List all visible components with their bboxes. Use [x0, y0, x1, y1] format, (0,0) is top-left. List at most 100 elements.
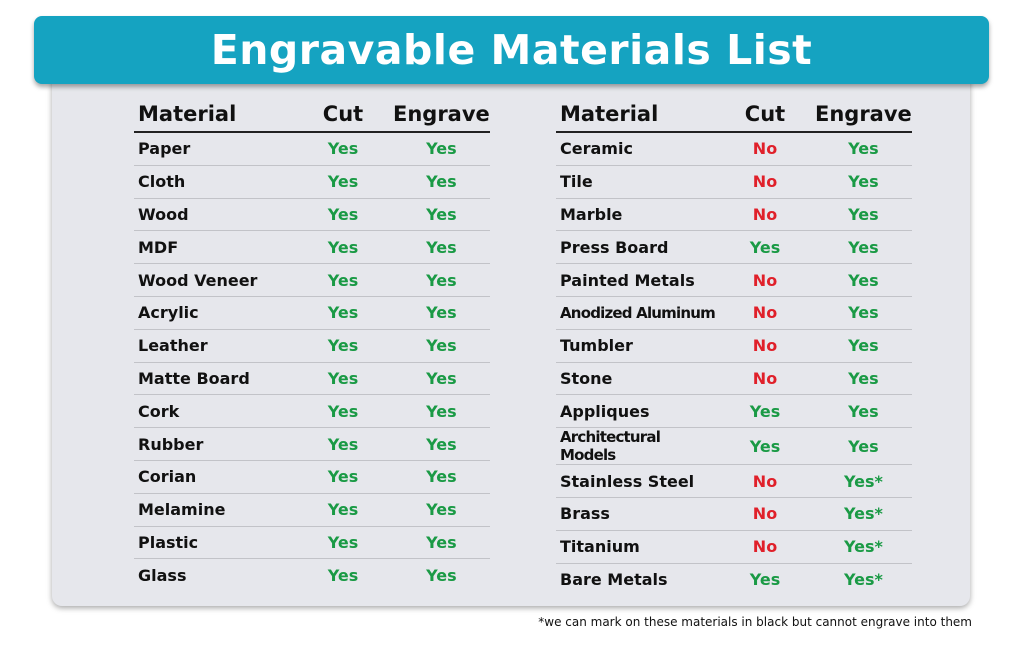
cut-cell: Yes	[293, 362, 393, 396]
cut-cell: No	[715, 165, 815, 199]
cut-cell: Yes	[293, 460, 393, 494]
cut-cell: No	[715, 362, 815, 396]
material-cell: Wood Veneer	[134, 263, 293, 297]
engrave-cell: Yes	[815, 263, 912, 297]
table-row: Tumbler No Yes	[556, 329, 912, 363]
material-cell: Acrylic	[134, 296, 293, 330]
column-header-engrave: Engrave	[815, 96, 912, 133]
table-row: Stainless Steel No Yes*	[556, 464, 912, 498]
table-row: Brass No Yes*	[556, 497, 912, 531]
material-cell: Stone	[556, 362, 715, 396]
cut-cell: Yes	[715, 230, 815, 265]
table-row: Paper Yes Yes	[134, 132, 490, 166]
table-body-left: Paper Yes Yes Cloth Yes Yes Wood Yes Yes MDF Yes Ye…	[134, 132, 490, 591]
table-body-right: Ceramic No Yes Tile No Yes Marble No Yes Press Bo…	[556, 132, 912, 595]
footnote: *we can mark on these materials in black…	[538, 615, 972, 629]
engrave-cell: Yes*	[815, 497, 912, 531]
cut-cell: No	[715, 296, 815, 330]
engrave-cell: Yes*	[815, 464, 912, 498]
table-row: Rubber Yes Yes	[134, 427, 490, 461]
engrave-cell: Yes	[815, 329, 912, 363]
engrave-cell: Yes	[393, 394, 490, 429]
material-cell: Paper	[134, 132, 293, 166]
table-row: Acrylic Yes Yes	[134, 296, 490, 330]
material-cell: Plastic	[134, 526, 293, 560]
material-cell: Marble	[556, 198, 715, 232]
cut-cell: Yes	[293, 526, 393, 560]
engrave-cell: Yes	[393, 526, 490, 560]
cut-cell: No	[715, 198, 815, 232]
table-row: Painted Metals No Yes	[556, 263, 912, 297]
title-banner: Engravable Materials List	[34, 16, 989, 84]
cut-cell: No	[715, 497, 815, 531]
material-cell: Tumbler	[556, 329, 715, 363]
table-row: Marble No Yes	[556, 198, 912, 232]
engrave-cell: Yes*	[843, 569, 883, 589]
material-cell: Appliques	[556, 394, 715, 429]
table-row: Appliques Yes Yes	[556, 394, 912, 429]
table-row: Wood Veneer Yes Yes	[134, 263, 490, 297]
cut-cell: Yes	[293, 132, 393, 166]
material-cell: Cloth	[134, 165, 293, 199]
cut-cell: Yes	[293, 493, 393, 527]
material-cell: Architectural Models	[556, 427, 715, 466]
cut-cell: No	[715, 530, 815, 564]
engrave-cell: Yes	[393, 230, 490, 265]
table-row: Architectural Models Yes Yes	[556, 427, 912, 466]
engrave-cell: Yes	[815, 427, 912, 466]
table-row: Press Board Yes Yes	[556, 230, 912, 265]
table-row: Plastic Yes Yes	[134, 526, 490, 560]
cut-cell: Yes	[293, 296, 393, 330]
materials-table-left: Material Cut Engrave Paper Yes Yes Cloth Yes…	[134, 96, 490, 591]
column-header-cut: Cut	[293, 96, 393, 133]
table-row: Wood Yes Yes	[134, 198, 490, 232]
cut-cell: No	[715, 464, 815, 498]
cut-cell: Yes	[293, 329, 393, 363]
material-cell: Tile	[556, 165, 715, 199]
engrave-cell: Yes	[426, 565, 457, 585]
column-header-engrave: Engrave	[393, 96, 490, 133]
material-cell: Wood	[134, 198, 293, 232]
engrave-cell: Yes	[393, 362, 490, 396]
engrave-cell: Yes	[815, 394, 912, 429]
materials-table-right: Material Cut Engrave Ceramic No Yes Tile No Y…	[556, 96, 912, 595]
table-row: Leather Yes Yes	[134, 329, 490, 363]
table-row: Glass Yes Yes	[134, 559, 490, 591]
engrave-cell: Yes	[815, 198, 912, 232]
cut-cell: No	[715, 329, 815, 363]
material-cell: Brass	[556, 497, 715, 531]
material-cell: MDF	[134, 230, 293, 265]
table-row: Cork Yes Yes	[134, 394, 490, 429]
table-row: Ceramic No Yes	[556, 132, 912, 166]
table-row: MDF Yes Yes	[134, 230, 490, 265]
material-cell: Anodized Aluminum	[556, 296, 716, 330]
engrave-cell: Yes	[393, 165, 490, 199]
cut-cell: Yes	[293, 165, 393, 199]
cut-cell: Yes	[327, 565, 359, 585]
cut-cell: Yes	[715, 427, 815, 466]
table-row: Tile No Yes	[556, 165, 912, 199]
cut-cell: Yes	[293, 198, 393, 232]
material-cell: Leather	[134, 329, 293, 363]
material-cell: Corian	[134, 460, 293, 494]
table-row: Bare Metals Yes Yes*	[556, 563, 912, 595]
material-cell: Rubber	[134, 427, 293, 461]
material-cell: Cork	[134, 394, 293, 429]
material-cell: Stainless Steel	[556, 464, 715, 498]
material-cell: Bare Metals	[560, 569, 668, 589]
engrave-cell: Yes	[393, 329, 490, 363]
table-row: Corian Yes Yes	[134, 460, 490, 494]
column-header-material: Material	[134, 96, 293, 133]
table-row: Melamine Yes Yes	[134, 493, 490, 527]
table-row: Anodized Aluminum No Yes	[556, 296, 912, 330]
engrave-cell: Yes	[393, 493, 490, 527]
page-title: Engravable Materials List	[210, 26, 813, 74]
table-row: Matte Board Yes Yes	[134, 362, 490, 396]
engrave-cell: Yes	[393, 460, 490, 494]
material-cell: Painted Metals	[556, 263, 715, 297]
engrave-cell: Yes	[815, 362, 912, 396]
engrave-cell: Yes	[815, 165, 912, 199]
table-row: Stone No Yes	[556, 362, 912, 396]
engrave-cell: Yes	[815, 296, 912, 330]
material-cell: Melamine	[134, 493, 293, 527]
